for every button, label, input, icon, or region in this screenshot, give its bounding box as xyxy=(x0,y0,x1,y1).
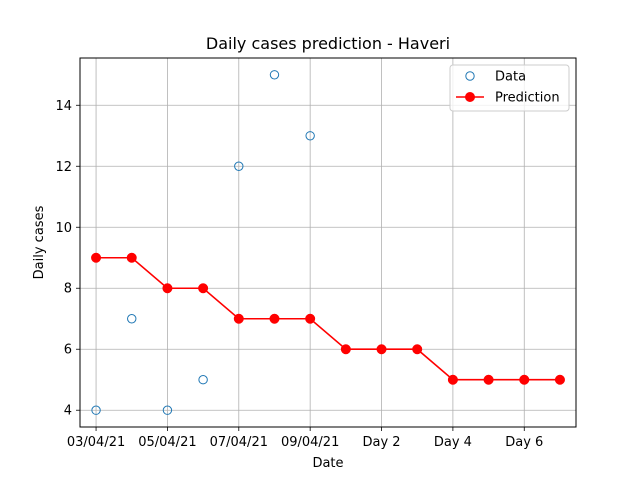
prediction-point xyxy=(126,252,137,263)
x-tick-label: Day 6 xyxy=(505,435,543,450)
y-tick-label: 8 xyxy=(64,282,72,297)
legend-entry: Data xyxy=(465,70,526,85)
data-point xyxy=(305,131,315,141)
prediction-point xyxy=(233,313,244,324)
legend-box xyxy=(449,64,570,112)
plot-frame xyxy=(79,57,577,428)
prediction-point xyxy=(483,374,494,385)
legend-label: Prediction xyxy=(495,91,560,106)
prediction-point xyxy=(198,283,209,294)
x-tick-label: 05/04/21 xyxy=(138,435,196,450)
data-point xyxy=(269,70,280,80)
y-tick-label: 6 xyxy=(64,343,72,358)
prediction-point xyxy=(376,344,387,355)
data-point xyxy=(91,405,101,415)
prediction-point xyxy=(269,313,280,324)
prediction-point xyxy=(162,283,173,294)
series-layer xyxy=(91,70,565,415)
y-tick-label: 14 xyxy=(55,99,72,114)
prediction-point xyxy=(519,374,530,385)
data-point xyxy=(234,161,244,171)
data-point xyxy=(162,405,173,415)
prediction-point xyxy=(91,252,102,263)
series-data xyxy=(91,70,315,415)
y-axis-label: Daily cases xyxy=(32,205,47,279)
legend-label: Data xyxy=(495,70,526,85)
prediction-point xyxy=(305,313,316,324)
chart-title: Daily cases prediction - Haveri xyxy=(206,34,450,53)
series-prediction xyxy=(91,252,565,385)
x-tick-label: 07/04/21 xyxy=(210,435,268,450)
legend-entry: Prediction xyxy=(456,91,560,106)
legend-marker xyxy=(465,92,475,102)
ticks: 03/04/21 05/04/21 07/04/21 09/04/21 Day 2 Day… xyxy=(55,99,543,450)
prediction-point xyxy=(554,374,565,385)
x-tick-label: 03/04/21 xyxy=(67,435,125,450)
y-tick-label: 12 xyxy=(55,160,72,175)
data-point xyxy=(127,314,137,324)
y-tick-label: 10 xyxy=(55,221,72,236)
prediction-point xyxy=(340,344,351,355)
legend-marker xyxy=(465,71,475,81)
y-tick-label: 4 xyxy=(64,404,72,419)
x-axis-label: Date xyxy=(312,456,343,471)
data-point xyxy=(198,375,208,385)
grid xyxy=(80,58,576,427)
legend: Data Prediction xyxy=(449,64,570,112)
x-tick-label: Day 4 xyxy=(434,435,472,450)
prediction-line xyxy=(96,256,560,381)
prediction-point xyxy=(447,374,458,385)
x-tick-label: 09/04/21 xyxy=(281,435,339,450)
x-tick-label: Day 2 xyxy=(362,435,400,450)
prediction-point xyxy=(412,344,423,355)
